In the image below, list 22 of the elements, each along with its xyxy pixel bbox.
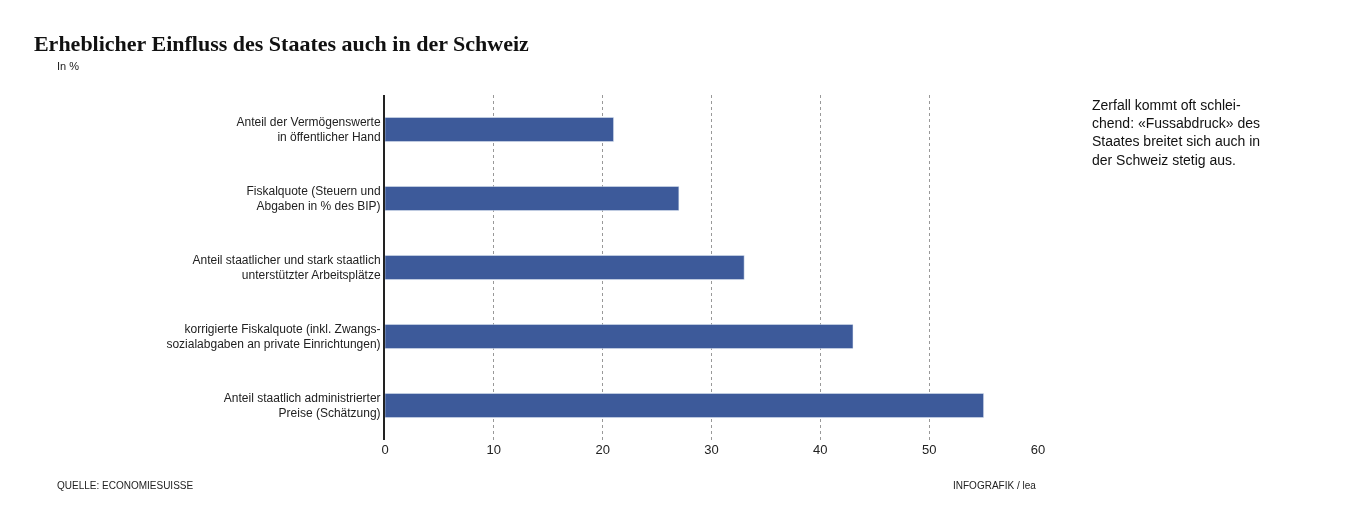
chart-title: Erheblicher Einfluss des Staates auch in der Schweiz: [33, 31, 530, 57]
bar: [385, 186, 680, 211]
x-tick-label: 20: [595, 442, 610, 457]
text: Zerfall kommt oft schlei- chend: «Fussabdruck» des Staates breitet sich auch in der Schweiz stetig aus.: [1092, 97, 1261, 168]
bar: [385, 393, 984, 418]
source-note: QUELLE: ECONOMIESUISSE: [57, 480, 194, 491]
bar: [385, 117, 614, 142]
y-tick-label: Anteil staatlich administrierter Preise (Schätzung): [223, 390, 381, 421]
text: INFOGRAFIK / lea: [953, 480, 1037, 491]
y-tick-label: korrigierte Fiskalquote (inkl. Zwangs- sozialabgaben an private Einrichtungen): [166, 321, 381, 352]
y-tick-label: Anteil der Vermögenswerte in öffentlicher Hand: [236, 114, 381, 145]
y-tick-label: Anteil staatlicher und stark staatlich unterstützter Arbeitsplätze: [192, 252, 381, 283]
bar: [385, 255, 745, 280]
bar: [385, 324, 854, 349]
x-tick-label: 40: [813, 442, 828, 457]
y-tick-label: Fiskalquote (Steuern und Abgaben in % des BIP): [246, 183, 381, 214]
x-tick-label: 0: [381, 442, 389, 457]
x-tick-label: 10: [486, 442, 502, 457]
x-tick-label: 30: [704, 442, 719, 457]
x-tick-label: 60: [1030, 442, 1046, 457]
x-tick-label: 50: [921, 442, 937, 457]
text: In %: [57, 60, 80, 72]
